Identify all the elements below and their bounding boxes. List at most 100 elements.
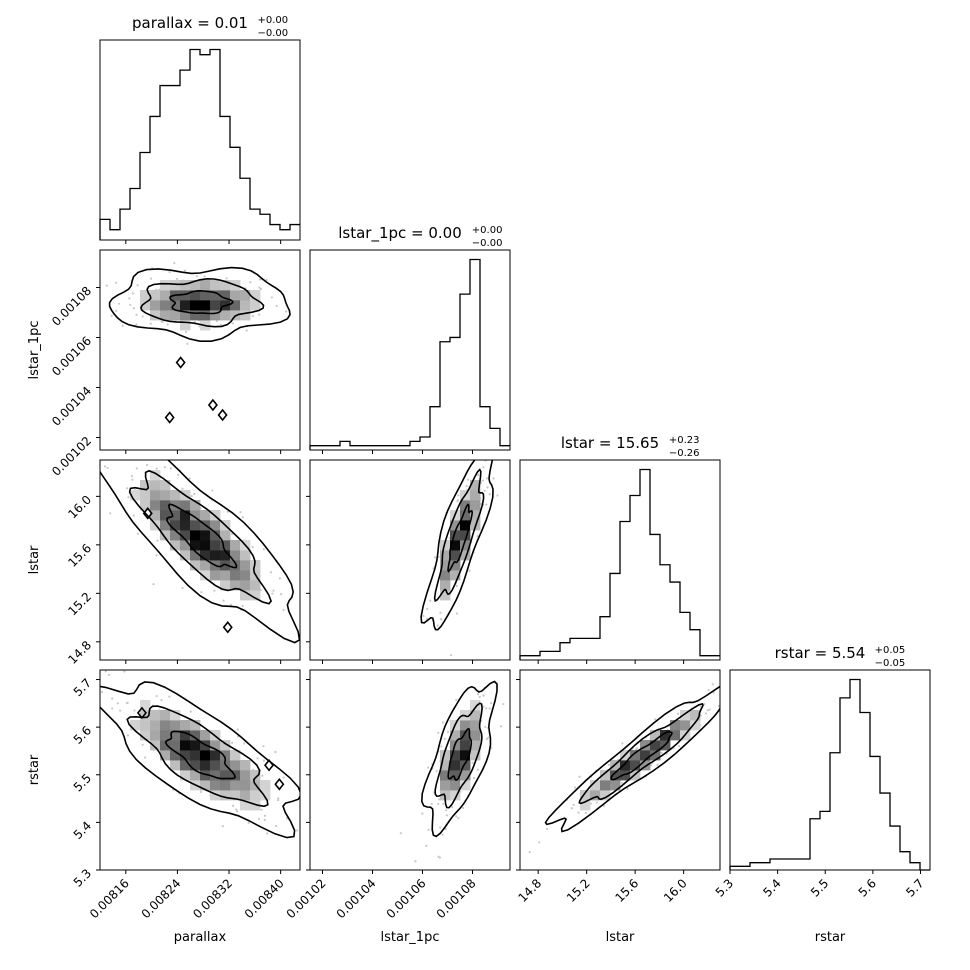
scatter-point	[161, 320, 164, 323]
y-tick-label-lstar: 16.0	[65, 493, 94, 522]
scatter-point	[414, 860, 417, 863]
scatter-point	[163, 466, 167, 469]
title-lstar: lstar = 15.65	[561, 434, 659, 452]
y-tick-label-rstar: 5.5	[71, 771, 94, 794]
scatter-point	[437, 802, 440, 806]
scatter-point	[186, 342, 189, 345]
scatter-point	[499, 725, 503, 728]
density-cell	[230, 300, 241, 311]
density-cell	[180, 750, 191, 761]
outlier-contour	[175, 356, 186, 369]
density-cell	[240, 310, 251, 321]
y-tick-label-lstar_1pc: 0.00108	[49, 284, 94, 329]
scatter-point	[146, 463, 149, 467]
panel-lstar_1pc-lstar	[309, 444, 511, 661]
density-cell	[230, 580, 241, 591]
density-cell	[470, 740, 481, 751]
scatter-point	[179, 442, 181, 444]
scatter-point	[257, 817, 261, 821]
density-cell	[650, 740, 661, 751]
panel-content-lstar_1pc-lstar	[420, 444, 499, 657]
scatter-point	[126, 487, 129, 490]
scatter-point	[229, 603, 233, 606]
scatter-point	[121, 324, 124, 328]
density-cell	[450, 570, 461, 581]
scatter-point	[222, 599, 225, 602]
scatter-point	[203, 275, 206, 278]
outlier-contour	[274, 778, 285, 791]
scatter-point	[152, 583, 155, 586]
density-cell	[240, 570, 251, 581]
density-cell	[250, 580, 261, 591]
density-cell	[160, 530, 171, 541]
x-tick-label-lstar_1pc: 0.00108	[434, 876, 479, 921]
scatter-point	[496, 444, 498, 446]
x-tick-label-parallax: 0.00824	[139, 876, 184, 921]
density-cell	[600, 790, 611, 801]
title-minus-parallax: −0.00	[258, 28, 289, 39]
scatter-point	[486, 486, 489, 489]
scatter-point	[484, 725, 487, 729]
density-cell	[450, 780, 461, 791]
title-parallax: parallax = 0.01	[132, 14, 248, 32]
density-cell	[250, 790, 261, 801]
scatter-point	[573, 786, 577, 789]
scatter-point	[278, 577, 281, 580]
density-cell	[220, 550, 231, 561]
panel-frame	[99, 249, 301, 451]
density-cell	[180, 720, 191, 731]
density-cell	[170, 500, 181, 511]
density-cell	[200, 730, 211, 741]
density-cell	[200, 750, 211, 761]
scatter-point	[149, 277, 153, 280]
scatter-point	[478, 695, 481, 698]
scatter-point	[439, 611, 442, 614]
density-cell	[190, 500, 201, 511]
title-minus-lstar: −0.26	[669, 448, 700, 459]
density-cell	[620, 760, 631, 771]
title-plus-lstar: +0.23	[669, 435, 700, 446]
scatter-point	[731, 675, 733, 677]
density-cell	[190, 760, 201, 771]
density-cell	[230, 560, 241, 571]
scatter-point	[436, 624, 439, 627]
density-cell	[640, 760, 651, 771]
density-cell	[440, 750, 451, 761]
density-cell	[590, 790, 601, 801]
density-cell	[130, 490, 141, 501]
scatter-point	[263, 814, 267, 817]
density-cell	[210, 570, 221, 581]
density-cell	[170, 300, 181, 311]
density-cell	[600, 770, 611, 781]
panel-frame	[309, 459, 511, 661]
density-cell	[160, 740, 171, 751]
scatter-point	[472, 777, 476, 780]
scatter-point	[272, 589, 275, 592]
density-cell	[210, 790, 221, 801]
scatter-point	[235, 808, 238, 811]
y-tick-label-lstar_1pc: 0.00104	[49, 384, 94, 429]
outlier-contour	[142, 507, 153, 520]
density-cell	[200, 550, 211, 561]
density-cell	[440, 570, 451, 581]
density-cell	[180, 280, 191, 291]
density-cell	[240, 780, 251, 791]
panel-content-parallax-lstar_1pc	[105, 262, 291, 424]
scatter-point	[476, 535, 479, 538]
scatter-point	[226, 510, 230, 513]
density-cell	[230, 540, 241, 551]
scatter-point	[457, 494, 460, 497]
scatter-point	[181, 487, 184, 490]
density-cell	[240, 290, 251, 301]
histogram-parallax: parallax = 0.01 +0.00 −0.00	[99, 14, 301, 241]
density-cell	[180, 510, 191, 521]
density-cell	[160, 520, 171, 531]
scatter-point	[451, 805, 454, 809]
scatter-point	[181, 586, 184, 590]
density-cell	[460, 740, 471, 751]
scatter-point	[496, 494, 499, 497]
scatter-point	[211, 489, 214, 492]
density-cell	[470, 490, 481, 501]
density-cell	[240, 590, 251, 601]
scatter-point	[249, 281, 252, 284]
